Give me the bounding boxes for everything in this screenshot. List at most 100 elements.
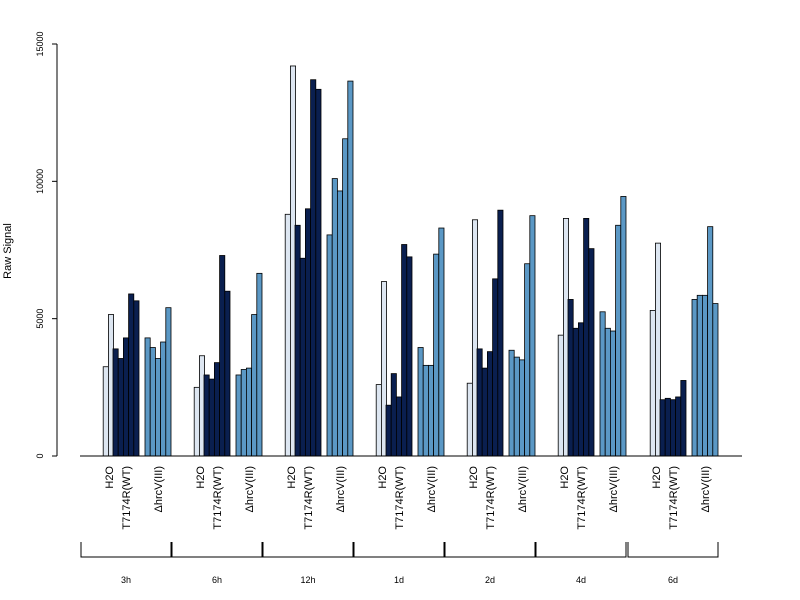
treatment-label: T7174R(WT) (303, 466, 315, 530)
bar (294, 224, 301, 457)
bar (712, 303, 719, 457)
y-tick-label: 0 (35, 453, 45, 458)
timepoint-label: 4d (576, 575, 586, 585)
bar (691, 299, 698, 457)
bar (649, 310, 656, 457)
bar (620, 196, 627, 457)
treatment-label: ΔhrcV(III) (335, 466, 347, 512)
bar (395, 396, 402, 457)
bar (213, 362, 220, 457)
bar (583, 218, 590, 457)
bar (702, 294, 709, 457)
treatment-label: T7174R(WT) (576, 466, 588, 530)
bar (240, 369, 247, 457)
y-axis-title: Raw Signal (2, 223, 14, 279)
bar (486, 351, 493, 457)
bar (476, 348, 483, 457)
timepoint-label: 12h (300, 575, 315, 585)
bar (604, 327, 611, 457)
bar (128, 293, 135, 457)
bar (219, 255, 226, 457)
y-tick-label: 5000 (35, 309, 45, 329)
bar (513, 356, 520, 457)
bar (680, 380, 687, 457)
bars (102, 65, 719, 457)
bar (154, 358, 161, 457)
bar (696, 294, 703, 457)
bar (588, 248, 595, 457)
bar (497, 209, 504, 457)
treatment-label: ΔhrcV(III) (700, 466, 712, 512)
bar (123, 337, 130, 457)
treatment-label: H2O (377, 466, 389, 489)
bar (406, 256, 413, 457)
bar (117, 358, 124, 457)
treatment-label: T7174R(WT) (121, 466, 133, 530)
treatment-label: H2O (559, 466, 571, 489)
bar (284, 213, 291, 457)
bar (160, 341, 167, 457)
bar (417, 347, 424, 457)
timepoint-bracket (80, 542, 172, 558)
timepoint-bracket (353, 542, 445, 558)
bar (144, 337, 151, 457)
bar (524, 263, 531, 457)
timepoint-bracket (535, 542, 627, 558)
treatment-label: ΔhrcV(III) (244, 466, 256, 512)
bar (675, 396, 682, 457)
bar (659, 399, 666, 457)
treatment-label: H2O (286, 466, 298, 489)
treatment-label: H2O (651, 466, 663, 489)
bar (599, 311, 606, 457)
bar (401, 244, 408, 457)
bar (529, 215, 536, 457)
bar (315, 88, 322, 457)
bar (133, 300, 140, 457)
bar (557, 334, 564, 457)
bar (466, 382, 473, 457)
treatment-label: ΔhrcV(III) (517, 466, 529, 512)
bar (481, 367, 488, 457)
bar (193, 386, 200, 457)
timepoint-label: 6h (212, 575, 222, 585)
timepoint-brackets: 3h 6h 12h 1d 2d 4d 6d (80, 542, 719, 585)
treatment-label: ΔhrcV(III) (153, 466, 165, 512)
bar (235, 374, 242, 457)
bar (707, 226, 714, 457)
bar (492, 278, 499, 457)
treatment-label: ΔhrcV(III) (608, 466, 620, 512)
bar (342, 138, 349, 457)
bar (251, 314, 258, 457)
bar (310, 79, 317, 457)
bar (347, 80, 354, 457)
bar (245, 367, 252, 457)
timepoint-bracket (444, 542, 536, 558)
bar (203, 374, 210, 457)
bar (610, 330, 617, 457)
treatment-label: T7174R(WT) (394, 466, 406, 530)
bar (375, 384, 382, 457)
y-tick-label: 10000 (35, 169, 45, 194)
treatment-label: T7174R(WT) (668, 466, 680, 530)
bar (165, 307, 172, 457)
treatment-label: H2O (104, 466, 116, 489)
bar (326, 234, 333, 457)
bar (390, 373, 397, 457)
bar (572, 327, 579, 457)
bar (299, 257, 306, 457)
bar (208, 378, 215, 457)
bar (433, 253, 440, 457)
bar (578, 322, 585, 457)
bar (427, 364, 434, 457)
timepoint-bracket (627, 542, 719, 558)
treatment-label: H2O (195, 466, 207, 489)
timepoint-label: 2d (485, 575, 495, 585)
bar (567, 299, 574, 457)
timepoint-bracket (262, 542, 354, 558)
treatment-label: ΔhrcV(III) (426, 466, 438, 512)
bar (519, 359, 526, 457)
bar (149, 347, 156, 457)
bar (112, 348, 119, 457)
bar (385, 404, 392, 457)
